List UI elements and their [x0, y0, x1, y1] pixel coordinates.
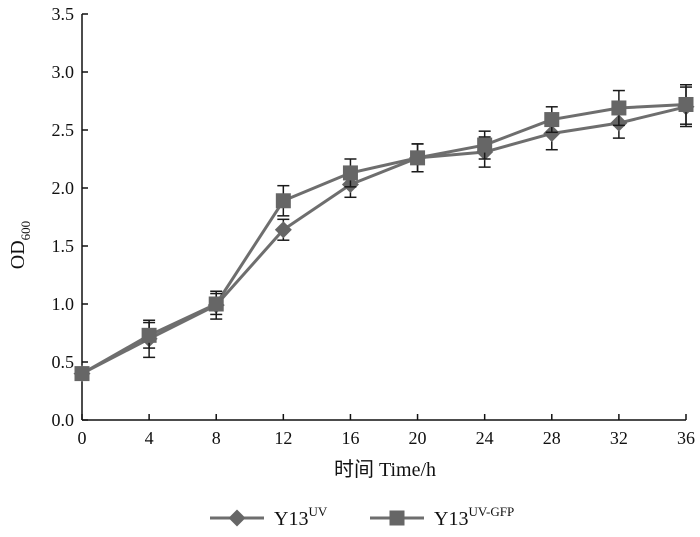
legend-marker-square [389, 510, 405, 526]
legend: Y13UV Y13UV-GFP [210, 504, 514, 530]
data-point-square [544, 112, 560, 128]
legend-label: Y13UV [274, 504, 328, 530]
x-tick-label: 32 [610, 428, 628, 448]
series-line [81, 102, 687, 375]
axes: 0.0 0.5 1.0 1.5 2.0 2.5 3.0 3.5 0 4 8 12 16 20 24 28 32 3… [52, 4, 696, 448]
y-tick-label: 2.5 [52, 120, 75, 140]
y-tick-label: 0.0 [52, 410, 75, 430]
data-point-square [208, 296, 224, 312]
y-tick-label: 2.0 [52, 178, 75, 198]
y-tick-label: 3.5 [52, 4, 75, 24]
series-diamond [73, 86, 695, 383]
y-axis-label-main: OD [7, 240, 29, 269]
legend-label-superscript: UV-GFP [468, 504, 514, 519]
y-tick-label: 0.5 [52, 352, 75, 372]
legend-label-name: Y13 [274, 508, 308, 530]
x-tick-label: 20 [409, 428, 427, 448]
x-tick-label: 16 [341, 428, 359, 448]
data-point-diamond [543, 124, 561, 142]
legend-label: Y13UV-GFP [434, 504, 514, 530]
data-point-square [275, 193, 291, 209]
series-layer [73, 84, 695, 383]
x-tick-label: 28 [543, 428, 561, 448]
x-tick-label: 4 [145, 428, 154, 448]
series-square [74, 84, 694, 382]
y-tick-label: 3.0 [52, 62, 75, 82]
legend-label-name: Y13 [434, 508, 468, 530]
x-tick-label: 24 [476, 428, 494, 448]
legend-label-superscript: UV [308, 504, 327, 519]
data-point-square [141, 327, 157, 343]
x-axis-label: 时间 Time/h [334, 458, 436, 481]
x-tick-label: 8 [212, 428, 221, 448]
data-point-square [611, 100, 627, 116]
legend-marker-diamond [228, 509, 246, 527]
y-tick-label: 1.5 [52, 236, 75, 256]
data-point-square [74, 366, 90, 382]
y-tick-label: 1.0 [52, 294, 75, 314]
x-tick-label: 0 [78, 428, 87, 448]
series-line [81, 105, 687, 375]
legend-entry: Y13UV-GFP [370, 504, 514, 530]
y-axis-label: OD600 [7, 221, 33, 269]
data-point-square [410, 150, 426, 166]
data-point-square [678, 96, 694, 112]
data-point-square [342, 165, 358, 181]
x-tick-label: 36 [677, 428, 695, 448]
legend-entry: Y13UV [210, 504, 328, 530]
y-axis-label-subscript: 600 [18, 221, 33, 241]
x-tick-label: 12 [274, 428, 292, 448]
data-point-diamond [274, 221, 292, 239]
data-point-square [477, 137, 493, 153]
